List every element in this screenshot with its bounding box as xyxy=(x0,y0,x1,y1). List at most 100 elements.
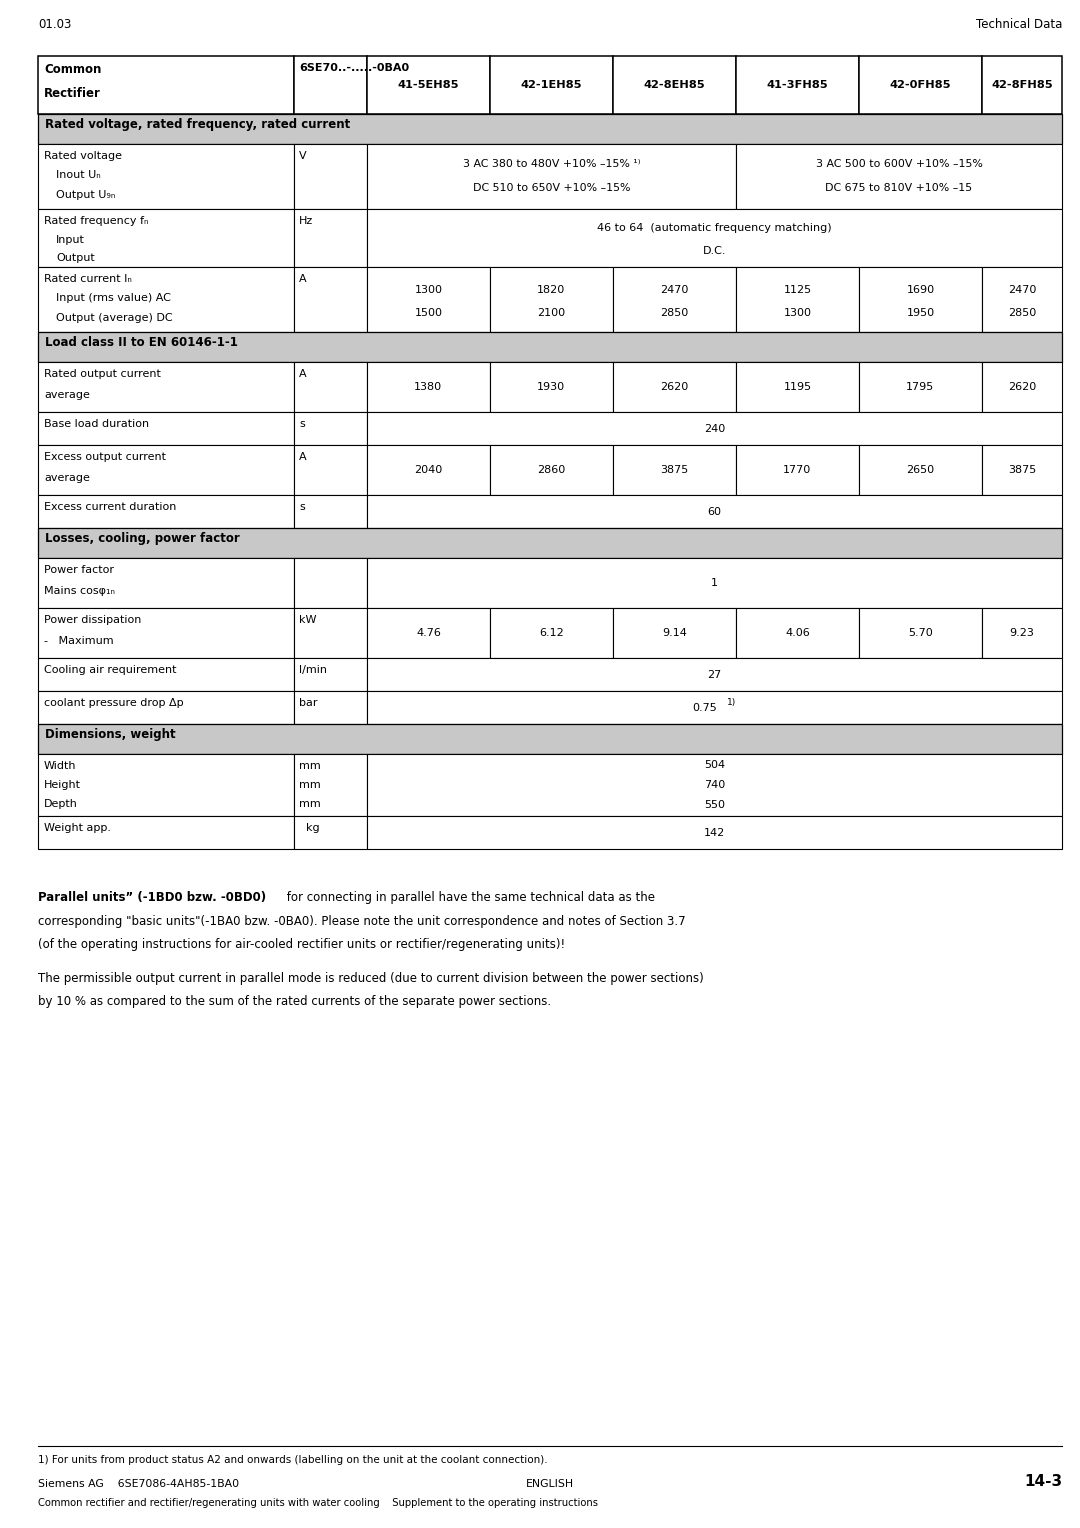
Text: 14-3: 14-3 xyxy=(1024,1475,1062,1488)
Bar xyxy=(38,691,294,724)
Bar xyxy=(612,362,735,413)
Bar xyxy=(367,445,490,495)
Text: 740: 740 xyxy=(704,779,725,790)
Bar xyxy=(38,495,294,529)
Text: Rated voltage, rated frequency, rated current: Rated voltage, rated frequency, rated cu… xyxy=(45,118,350,131)
Text: -   Maximum: - Maximum xyxy=(44,636,113,646)
Text: 2470: 2470 xyxy=(1008,284,1036,295)
Text: Excess output current: Excess output current xyxy=(44,452,166,461)
Text: average: average xyxy=(44,390,90,400)
Bar xyxy=(367,413,1062,445)
Bar xyxy=(367,816,1062,850)
Bar xyxy=(367,57,490,115)
Bar xyxy=(294,57,367,115)
Bar xyxy=(294,144,367,209)
Bar xyxy=(735,144,1062,209)
Bar xyxy=(294,753,367,816)
Bar xyxy=(38,332,1062,362)
Bar xyxy=(38,267,294,332)
Text: 2100: 2100 xyxy=(538,307,566,318)
Bar xyxy=(490,267,612,332)
Text: 0.75: 0.75 xyxy=(692,703,717,712)
Text: kW: kW xyxy=(299,614,316,625)
Text: A: A xyxy=(299,274,307,284)
Bar xyxy=(294,558,367,608)
Text: Excess current duration: Excess current duration xyxy=(44,503,176,512)
Text: coolant pressure drop Δp: coolant pressure drop Δp xyxy=(44,698,184,707)
Text: 2620: 2620 xyxy=(660,382,689,393)
Bar xyxy=(612,608,735,659)
Bar xyxy=(982,57,1062,115)
Bar xyxy=(612,445,735,495)
Bar xyxy=(294,495,367,529)
Bar xyxy=(982,445,1062,495)
Text: 6SE70..-.....-0BA0: 6SE70..-.....-0BA0 xyxy=(299,63,409,73)
Bar xyxy=(982,608,1062,659)
Text: Common rectifier and rectifier/regenerating units with water cooling    Suppleme: Common rectifier and rectifier/regenerat… xyxy=(38,1497,598,1508)
Text: Common: Common xyxy=(44,63,102,76)
Bar xyxy=(859,445,982,495)
Text: 42-1EH85: 42-1EH85 xyxy=(521,79,582,90)
Text: 1500: 1500 xyxy=(415,307,443,318)
Text: 6.12: 6.12 xyxy=(539,628,564,639)
Text: Rated voltage: Rated voltage xyxy=(44,151,122,160)
Bar xyxy=(735,362,859,413)
Bar xyxy=(367,144,735,209)
Text: Inout Uₙ: Inout Uₙ xyxy=(56,170,100,180)
Text: Depth: Depth xyxy=(44,799,78,808)
Text: Technical Data: Technical Data xyxy=(975,18,1062,31)
Text: 1195: 1195 xyxy=(783,382,811,393)
Bar xyxy=(38,529,1062,558)
Bar xyxy=(38,362,294,413)
Text: DC 675 to 810V +10% –15: DC 675 to 810V +10% –15 xyxy=(825,183,972,193)
Bar xyxy=(38,753,294,816)
Text: 550: 550 xyxy=(704,801,725,810)
Bar xyxy=(367,362,490,413)
Text: Power factor: Power factor xyxy=(44,565,114,575)
Text: 2040: 2040 xyxy=(415,465,443,475)
Bar xyxy=(490,445,612,495)
Text: Load class II to EN 60146-1-1: Load class II to EN 60146-1-1 xyxy=(45,336,238,348)
Text: 9.14: 9.14 xyxy=(662,628,687,639)
Bar xyxy=(294,209,367,267)
Bar xyxy=(367,753,1062,816)
Text: Output (average) DC: Output (average) DC xyxy=(56,313,173,322)
Bar xyxy=(735,57,859,115)
Bar xyxy=(612,57,735,115)
Text: Mains cosφ₁ₙ: Mains cosφ₁ₙ xyxy=(44,587,114,596)
Text: s: s xyxy=(299,503,305,512)
Text: Rated frequency fₙ: Rated frequency fₙ xyxy=(44,215,149,226)
Text: 1300: 1300 xyxy=(415,284,443,295)
Bar xyxy=(294,608,367,659)
Text: 2860: 2860 xyxy=(537,465,566,475)
Bar xyxy=(490,608,612,659)
Text: s: s xyxy=(299,419,305,429)
Bar xyxy=(38,558,294,608)
Bar xyxy=(38,144,294,209)
Text: 1820: 1820 xyxy=(537,284,566,295)
Bar xyxy=(294,445,367,495)
Bar xyxy=(367,659,1062,691)
Text: 4.76: 4.76 xyxy=(416,628,441,639)
Text: 42-8EH85: 42-8EH85 xyxy=(644,79,705,90)
Text: mm: mm xyxy=(299,761,321,772)
Text: 2850: 2850 xyxy=(1008,307,1036,318)
Text: 240: 240 xyxy=(704,423,725,434)
Text: D.C.: D.C. xyxy=(703,246,726,255)
Text: ENGLISH: ENGLISH xyxy=(526,1479,575,1488)
Bar xyxy=(367,209,1062,267)
Text: 1690: 1690 xyxy=(906,284,934,295)
Text: 3 AC 500 to 600V +10% –15%: 3 AC 500 to 600V +10% –15% xyxy=(815,159,983,168)
Text: 46 to 64  (automatic frequency matching): 46 to 64 (automatic frequency matching) xyxy=(597,223,832,234)
Bar xyxy=(294,267,367,332)
Text: 142: 142 xyxy=(704,828,725,837)
Text: 1) For units from product status A2 and onwards (labelling on the unit at the co: 1) For units from product status A2 and … xyxy=(38,1455,548,1465)
Text: 3 AC 380 to 480V +10% –15% ¹⁾: 3 AC 380 to 480V +10% –15% ¹⁾ xyxy=(462,159,640,168)
Text: 5.70: 5.70 xyxy=(908,628,933,639)
Text: Hz: Hz xyxy=(299,215,313,226)
Text: 41-5EH85: 41-5EH85 xyxy=(397,79,459,90)
Bar xyxy=(612,267,735,332)
Bar xyxy=(294,362,367,413)
Text: l/min: l/min xyxy=(299,665,327,675)
Bar xyxy=(490,362,612,413)
